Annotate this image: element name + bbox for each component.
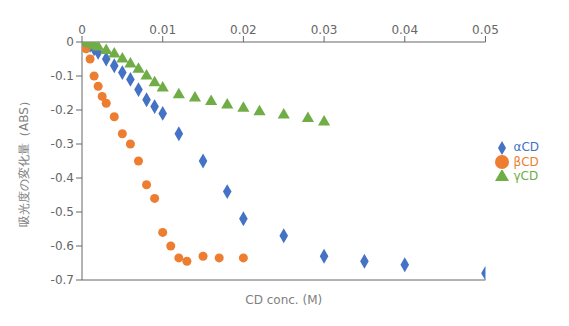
- html-text:γCD: γCD: [513, 169, 539, 184]
- svg-text:吸光度の変化量（ABS）: 吸光度の変化量（ABS）: [17, 95, 31, 227]
- html-text:βCD: βCD: [513, 154, 539, 169]
- svg-text:-0.4: -0.4: [51, 171, 74, 185]
- svg-text:0.04: 0.04: [391, 23, 418, 37]
- svg-text:0: 0: [66, 35, 74, 49]
- svg-text:-0.7: -0.7: [51, 273, 74, 287]
- svg-text:0.05: 0.05: [472, 23, 499, 37]
- svg-text:0: 0: [78, 23, 86, 37]
- svg-text:0.03: 0.03: [311, 23, 338, 37]
- svg-text:-0.3: -0.3: [51, 137, 74, 151]
- svg-text:0.02: 0.02: [230, 23, 257, 37]
- svg-text:CD conc. (M): CD conc. (M): [245, 293, 322, 307]
- svg-text:0.01: 0.01: [149, 23, 176, 37]
- html-text:αCD: αCD: [513, 140, 539, 155]
- svg-text:-0.5: -0.5: [51, 205, 74, 219]
- svg-text:-0.6: -0.6: [51, 239, 74, 253]
- svg-text:-0.1: -0.1: [51, 69, 74, 83]
- svg-text:-0.2: -0.2: [51, 103, 74, 117]
